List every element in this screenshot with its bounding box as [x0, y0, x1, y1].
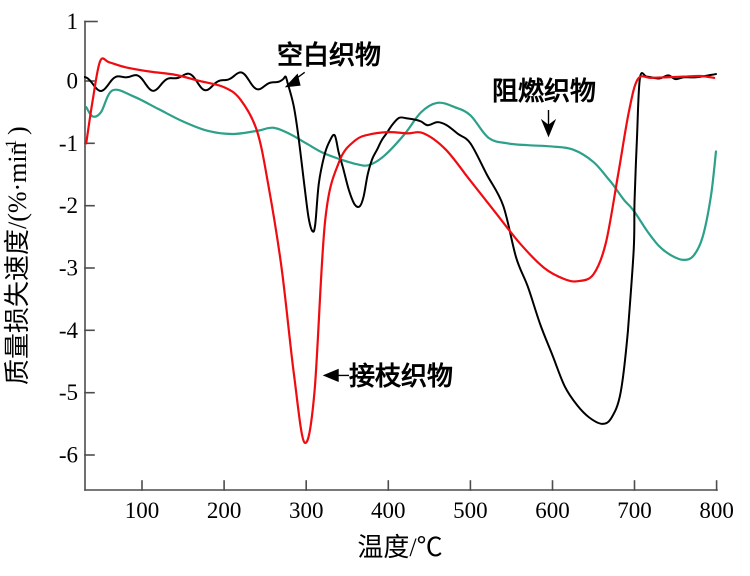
svg-text:空白织物: 空白织物	[277, 40, 381, 70]
svg-text:-2: -2	[59, 193, 78, 218]
svg-text:-1: -1	[3, 140, 20, 153]
svg-text:1: 1	[67, 9, 79, 34]
svg-text:200: 200	[207, 498, 242, 523]
svg-text:800: 800	[699, 498, 734, 523]
svg-text:0: 0	[67, 69, 79, 94]
svg-text:阻燃织物: 阻燃织物	[492, 76, 596, 106]
svg-text:-3: -3	[59, 256, 78, 281]
svg-text:温度/℃: 温度/℃	[357, 533, 442, 562]
svg-text:300: 300	[289, 498, 324, 523]
svg-text:600: 600	[535, 498, 570, 523]
svg-text:-6: -6	[59, 443, 78, 468]
svg-text:接枝织物: 接枝织物	[349, 361, 453, 391]
svg-text:500: 500	[453, 498, 488, 523]
svg-text:700: 700	[617, 498, 652, 523]
svg-text:-5: -5	[59, 380, 78, 405]
svg-text:): )	[3, 126, 32, 135]
svg-text:100: 100	[125, 498, 160, 523]
svg-text:-4: -4	[59, 318, 79, 343]
svg-text:-1: -1	[59, 131, 78, 156]
svg-text:质量损失速度/(%·min: 质量损失速度/(%·min	[3, 142, 32, 385]
svg-text:400: 400	[371, 498, 406, 523]
